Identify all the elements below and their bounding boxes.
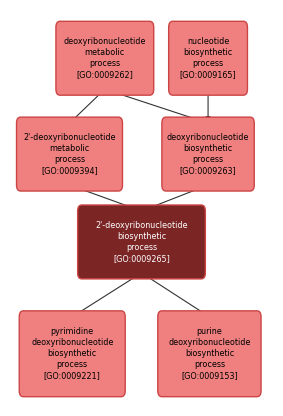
Text: pyrimidine
deoxyribonucleotide
biosynthetic
process
[GO:0009221]: pyrimidine deoxyribonucleotide biosynthe… bbox=[31, 327, 113, 381]
FancyBboxPatch shape bbox=[158, 311, 261, 397]
Text: deoxyribonucleotide
metabolic
process
[GO:0009262]: deoxyribonucleotide metabolic process [G… bbox=[64, 37, 146, 79]
Text: deoxyribonucleotide
biosynthetic
process
[GO:0009263]: deoxyribonucleotide biosynthetic process… bbox=[167, 133, 249, 175]
FancyBboxPatch shape bbox=[56, 21, 154, 95]
FancyBboxPatch shape bbox=[169, 21, 247, 95]
FancyBboxPatch shape bbox=[19, 311, 125, 397]
FancyBboxPatch shape bbox=[162, 117, 254, 191]
FancyBboxPatch shape bbox=[78, 205, 205, 279]
Text: nucleotide
biosynthetic
process
[GO:0009165]: nucleotide biosynthetic process [GO:0009… bbox=[180, 37, 236, 79]
Text: 2'-deoxyribonucleotide
biosynthetic
process
[GO:0009265]: 2'-deoxyribonucleotide biosynthetic proc… bbox=[95, 221, 188, 263]
Text: 2'-deoxyribonucleotide
metabolic
process
[GO:0009394]: 2'-deoxyribonucleotide metabolic process… bbox=[23, 133, 116, 175]
FancyBboxPatch shape bbox=[16, 117, 123, 191]
Text: purine
deoxyribonucleotide
biosynthetic
process
[GO:0009153]: purine deoxyribonucleotide biosynthetic … bbox=[168, 327, 251, 381]
